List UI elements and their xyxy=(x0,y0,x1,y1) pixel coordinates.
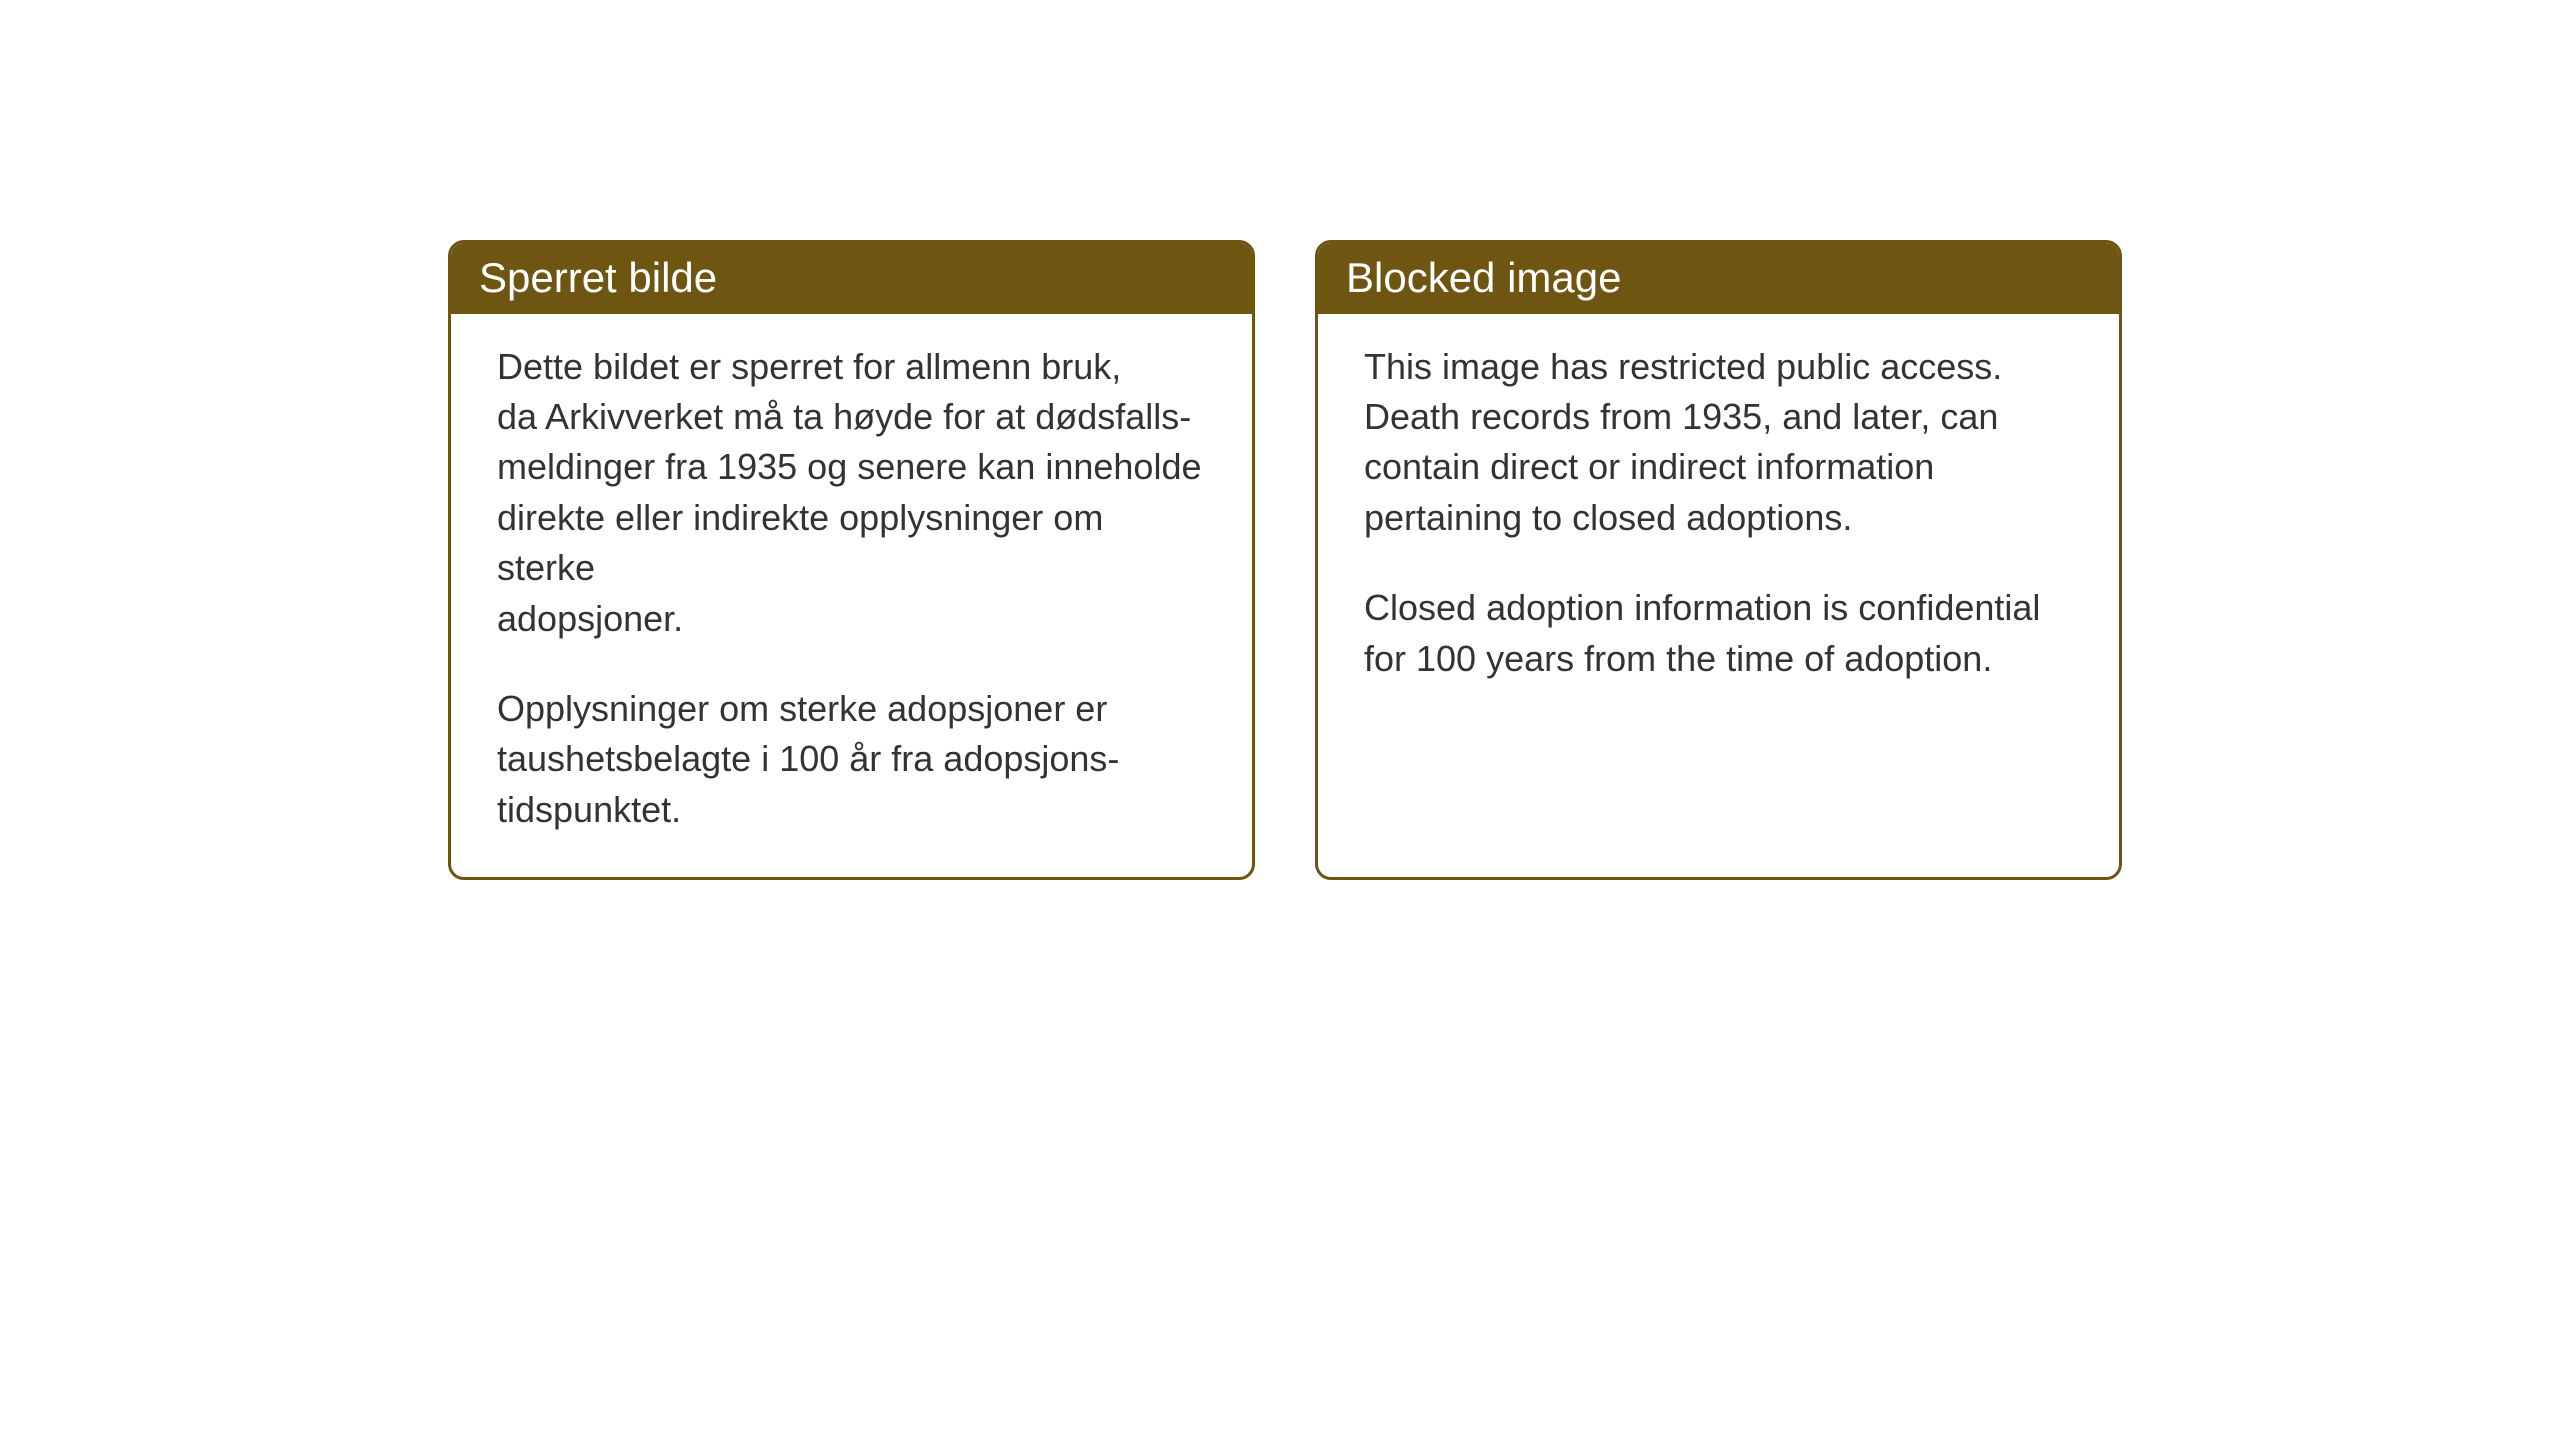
text-line: Closed adoption information is confident… xyxy=(1364,587,2040,628)
text-line: Dette bildet er sperret for allmenn bruk… xyxy=(497,346,1121,387)
panel-norwegian-para2: Opplysninger om sterke adopsjoner er tau… xyxy=(497,684,1206,835)
text-line: tidspunktet. xyxy=(497,789,681,830)
text-line: Death records from 1935, and later, can xyxy=(1364,396,1998,437)
text-line: taushetsbelagte i 100 år fra adopsjons- xyxy=(497,738,1119,779)
panel-english-title: Blocked image xyxy=(1318,243,2119,314)
panel-norwegian-para1: Dette bildet er sperret for allmenn bruk… xyxy=(497,342,1206,644)
text-line: direkte eller indirekte opplysninger om … xyxy=(497,497,1103,588)
text-line: This image has restricted public access. xyxy=(1364,346,2002,387)
text-line: meldinger fra 1935 og senere kan innehol… xyxy=(497,446,1202,487)
text-line: for 100 years from the time of adoption. xyxy=(1364,638,1992,679)
panel-norwegian-title: Sperret bilde xyxy=(451,243,1252,314)
panel-norwegian: Sperret bilde Dette bildet er sperret fo… xyxy=(448,240,1255,880)
panel-english: Blocked image This image has restricted … xyxy=(1315,240,2122,880)
panel-english-para2: Closed adoption information is confident… xyxy=(1364,583,2073,684)
panels-container: Sperret bilde Dette bildet er sperret fo… xyxy=(448,240,2122,880)
panel-english-para1: This image has restricted public access.… xyxy=(1364,342,2073,544)
panel-norwegian-body: Dette bildet er sperret for allmenn bruk… xyxy=(451,314,1252,878)
panel-english-body: This image has restricted public access.… xyxy=(1318,314,2119,726)
text-line: Opplysninger om sterke adopsjoner er xyxy=(497,688,1107,729)
text-line: da Arkivverket må ta høyde for at dødsfa… xyxy=(497,396,1191,437)
text-line: pertaining to closed adoptions. xyxy=(1364,497,1852,538)
text-line: contain direct or indirect information xyxy=(1364,446,1934,487)
text-line: adopsjoner. xyxy=(497,598,683,639)
